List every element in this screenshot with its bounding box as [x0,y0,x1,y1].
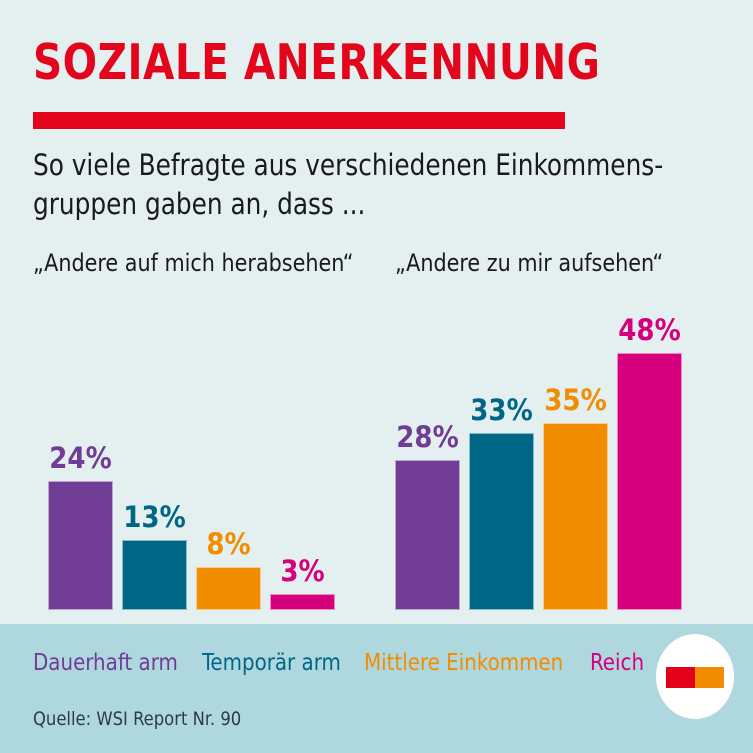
bar-reich [270,594,335,610]
bar-value-label: 33% [470,393,533,427]
legend-item-dauerhaft-arm: Dauerhaft arm [33,650,178,676]
subtitle-line-2: gruppen gaben an, dass ... [33,187,366,221]
subtitle-line-1: So viele Befragte aus verschiedenen Eink… [33,148,664,182]
bar-tempor-r-arm [469,433,534,610]
bar-group-herabsehen: 24% 13% 8% 3% [48,280,335,610]
bar-value-label: 48% [618,313,681,347]
bar-value-label: 8% [206,527,251,561]
group-label-right: „Andere zu mir aufsehen“ [395,249,664,277]
bar-dauerhaft-arm [48,481,113,610]
page-title: SOZIALE ANERKENNUNG [33,34,601,91]
bar-mittlere-einkommen [543,423,608,610]
bar-dauerhaft-arm [395,460,460,610]
logo [656,634,734,719]
bar-mittlere-einkommen [196,567,261,610]
group-label-left: „Andere auf mich herabsehen“ [33,249,354,277]
group-labels: „Andere auf mich herabsehen“ „Andere zu … [33,249,723,279]
source-note: Quelle: WSI Report Nr. 90 [33,708,242,730]
footer-band: Dauerhaft arm Temporär arm Mittlere Einkom… [0,624,753,753]
bar-group-aufsehen: 28% 33% 35% 48% [395,280,682,610]
legend-item-reich: Reich [590,650,645,676]
logo-bar-right-half [695,667,724,688]
bar-value-label: 3% [280,554,325,588]
chart-legend: Dauerhaft arm Temporär arm Mittlere Einkom… [33,650,646,676]
bar-value-label: 35% [544,383,607,417]
logo-bar-left-half [666,667,695,688]
bar-tempor-r-arm [122,540,187,610]
subtitle: So viele Befragte aus verschiedenen Eink… [33,146,689,224]
bar-value-label: 28% [396,420,459,454]
legend-item-temporär-arm: Temporär arm [201,650,341,676]
legend-item-mittlere-einkommen: Mittlere Einkommen [364,650,564,676]
bar-value-label: 13% [123,500,186,534]
title-underline-rule [33,112,565,129]
bar-reich [617,353,682,610]
bar-chart: 24% 13% 8% 3% 28% 33% 35% 48% [0,280,753,624]
bar-value-label: 24% [49,441,112,475]
logo-bar-icon [666,667,724,688]
